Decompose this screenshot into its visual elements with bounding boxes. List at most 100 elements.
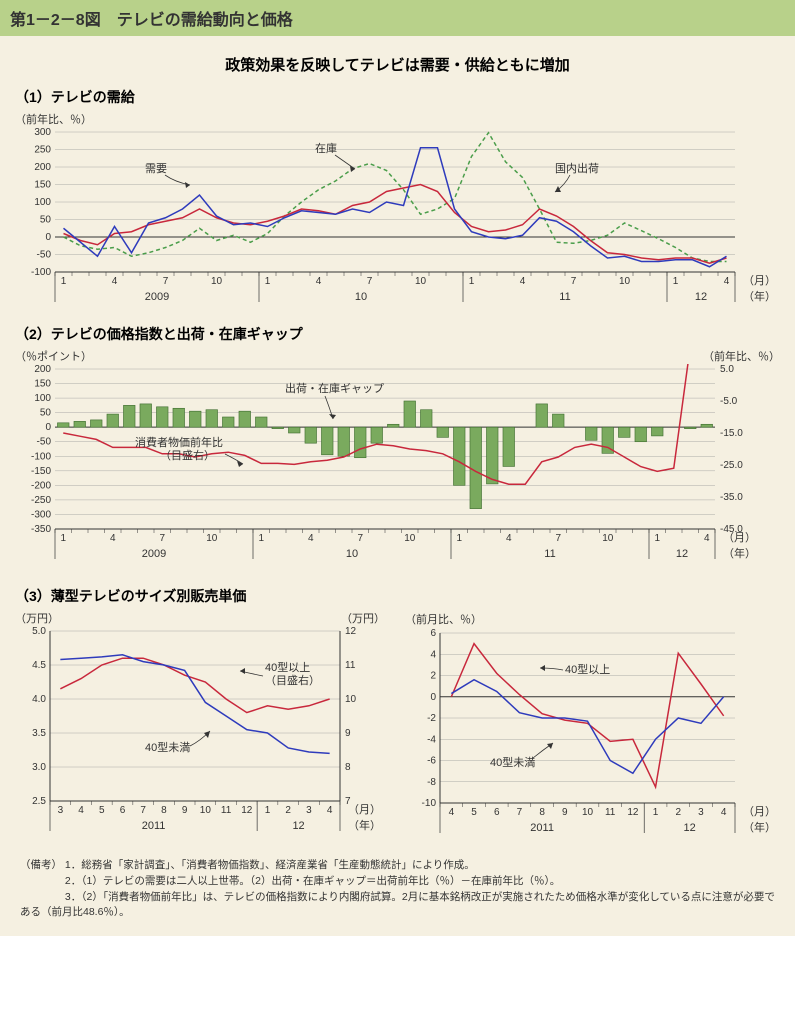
svg-text:11: 11 <box>345 660 356 671</box>
svg-text:10: 10 <box>346 548 358 560</box>
svg-text:12: 12 <box>627 807 639 818</box>
svg-text:7: 7 <box>571 276 577 287</box>
svg-text:3: 3 <box>306 805 312 816</box>
svg-text:40型未満: 40型未満 <box>145 740 190 754</box>
chart3l-ylabel: （万円） <box>15 610 59 626</box>
svg-text:-15.0: -15.0 <box>720 428 743 439</box>
svg-text:需要: 需要 <box>145 162 167 175</box>
svg-text:10: 10 <box>355 291 367 303</box>
svg-text:（目盛右）: （目盛右） <box>160 448 215 462</box>
svg-text:4: 4 <box>721 807 727 818</box>
svg-text:4.5: 4.5 <box>32 660 46 671</box>
svg-text:150: 150 <box>34 180 51 191</box>
svg-text:4: 4 <box>78 805 84 816</box>
svg-text:（年）: （年） <box>743 820 775 834</box>
notes-3: 3．（2）「消費者物価前年比」は、テレビの価格指数により内閣府試算。2月に基本銘… <box>20 891 775 919</box>
svg-text:12: 12 <box>695 291 707 303</box>
svg-text:7: 7 <box>140 805 146 816</box>
svg-text:1: 1 <box>654 533 660 544</box>
svg-text:4: 4 <box>112 276 118 287</box>
svg-text:10: 10 <box>345 694 357 705</box>
svg-text:10: 10 <box>582 807 594 818</box>
svg-text:9: 9 <box>562 807 568 818</box>
svg-text:11: 11 <box>605 807 616 818</box>
svg-text:2009: 2009 <box>145 291 169 303</box>
svg-text:-10: -10 <box>422 798 437 809</box>
svg-text:12: 12 <box>676 548 688 560</box>
svg-text:-150: -150 <box>31 466 51 477</box>
svg-text:8: 8 <box>161 805 167 816</box>
svg-text:3: 3 <box>58 805 64 816</box>
svg-text:9: 9 <box>345 728 351 739</box>
svg-text:7: 7 <box>517 807 523 818</box>
svg-text:9: 9 <box>182 805 188 816</box>
subtitle: 政策効果を反映してテレビは需要・供給ともに増加 <box>15 54 780 75</box>
svg-text:7: 7 <box>555 533 561 544</box>
svg-text:4: 4 <box>430 649 436 660</box>
svg-text:4: 4 <box>327 805 333 816</box>
svg-text:2: 2 <box>430 671 436 682</box>
svg-text:12: 12 <box>241 805 253 816</box>
svg-text:（年）: （年） <box>723 546 756 560</box>
svg-text:3.0: 3.0 <box>32 762 46 773</box>
notes-1: 1．総務省「家計調査」、「消費者物価指数」、経済産業省「生産動態統計」により作成… <box>65 859 475 871</box>
svg-text:1: 1 <box>469 276 475 287</box>
svg-text:4: 4 <box>316 276 322 287</box>
svg-text:1: 1 <box>265 805 271 816</box>
svg-text:4: 4 <box>704 533 710 544</box>
svg-text:-35.0: -35.0 <box>720 492 743 503</box>
chart3r-ylabel: （前月比、％） <box>405 614 482 626</box>
svg-text:6: 6 <box>430 628 436 639</box>
chart3-right: （前月比、％） -10-8-6-4-2024640型以上40型未満4567891… <box>405 610 775 848</box>
svg-text:1: 1 <box>653 807 659 818</box>
svg-text:50: 50 <box>40 215 52 226</box>
svg-text:-200: -200 <box>31 480 51 491</box>
svg-text:50: 50 <box>40 408 52 419</box>
svg-text:5: 5 <box>471 807 477 818</box>
svg-text:-8: -8 <box>427 777 436 788</box>
svg-text:1: 1 <box>456 533 462 544</box>
svg-text:10: 10 <box>602 533 614 544</box>
svg-text:7: 7 <box>367 276 373 287</box>
svg-text:1: 1 <box>61 276 67 287</box>
svg-text:40型以上: 40型以上 <box>265 660 310 674</box>
svg-text:-350: -350 <box>31 524 51 535</box>
svg-text:11: 11 <box>559 291 570 303</box>
svg-text:250: 250 <box>34 145 51 156</box>
figure-title: 第1－2－8図 テレビの需給動向と価格 <box>0 0 795 36</box>
svg-text:1: 1 <box>258 533 264 544</box>
svg-text:10: 10 <box>211 276 223 287</box>
svg-text:2: 2 <box>675 807 681 818</box>
svg-text:4: 4 <box>449 807 455 818</box>
svg-text:8: 8 <box>345 762 351 773</box>
svg-text:（月）: （月） <box>743 805 775 818</box>
svg-text:2009: 2009 <box>142 548 166 560</box>
chart2-title: （2）テレビの価格指数と出荷・在庫ギャップ <box>15 324 780 344</box>
svg-text:-4: -4 <box>427 734 436 745</box>
notes-label: （備考） <box>20 859 62 871</box>
svg-text:2011: 2011 <box>142 820 166 832</box>
svg-text:10: 10 <box>619 276 631 287</box>
svg-text:消費者物価前年比: 消費者物価前年比 <box>135 435 223 449</box>
svg-text:8: 8 <box>539 807 545 818</box>
svg-text:-50: -50 <box>37 250 52 261</box>
svg-text:（月）: （月） <box>723 531 756 544</box>
svg-text:150: 150 <box>34 379 51 390</box>
svg-text:6: 6 <box>120 805 126 816</box>
svg-text:-2: -2 <box>427 713 436 724</box>
svg-text:-300: -300 <box>31 509 51 520</box>
svg-text:7: 7 <box>357 533 363 544</box>
chart2-ylabel-right: （前年比、％） <box>703 348 780 364</box>
svg-text:0: 0 <box>45 422 51 433</box>
svg-text:5: 5 <box>99 805 105 816</box>
svg-text:（年）: （年） <box>743 289 775 303</box>
svg-text:300: 300 <box>34 127 51 138</box>
svg-text:出荷・在庫ギャップ: 出荷・在庫ギャップ <box>285 381 384 395</box>
svg-text:1: 1 <box>673 276 679 287</box>
svg-text:11: 11 <box>544 548 555 560</box>
svg-text:1: 1 <box>60 533 66 544</box>
svg-text:4.0: 4.0 <box>32 694 46 705</box>
svg-text:200: 200 <box>34 162 51 173</box>
chart3l-ylabel-r: （万円） <box>341 610 385 626</box>
svg-text:5.0: 5.0 <box>720 364 734 375</box>
